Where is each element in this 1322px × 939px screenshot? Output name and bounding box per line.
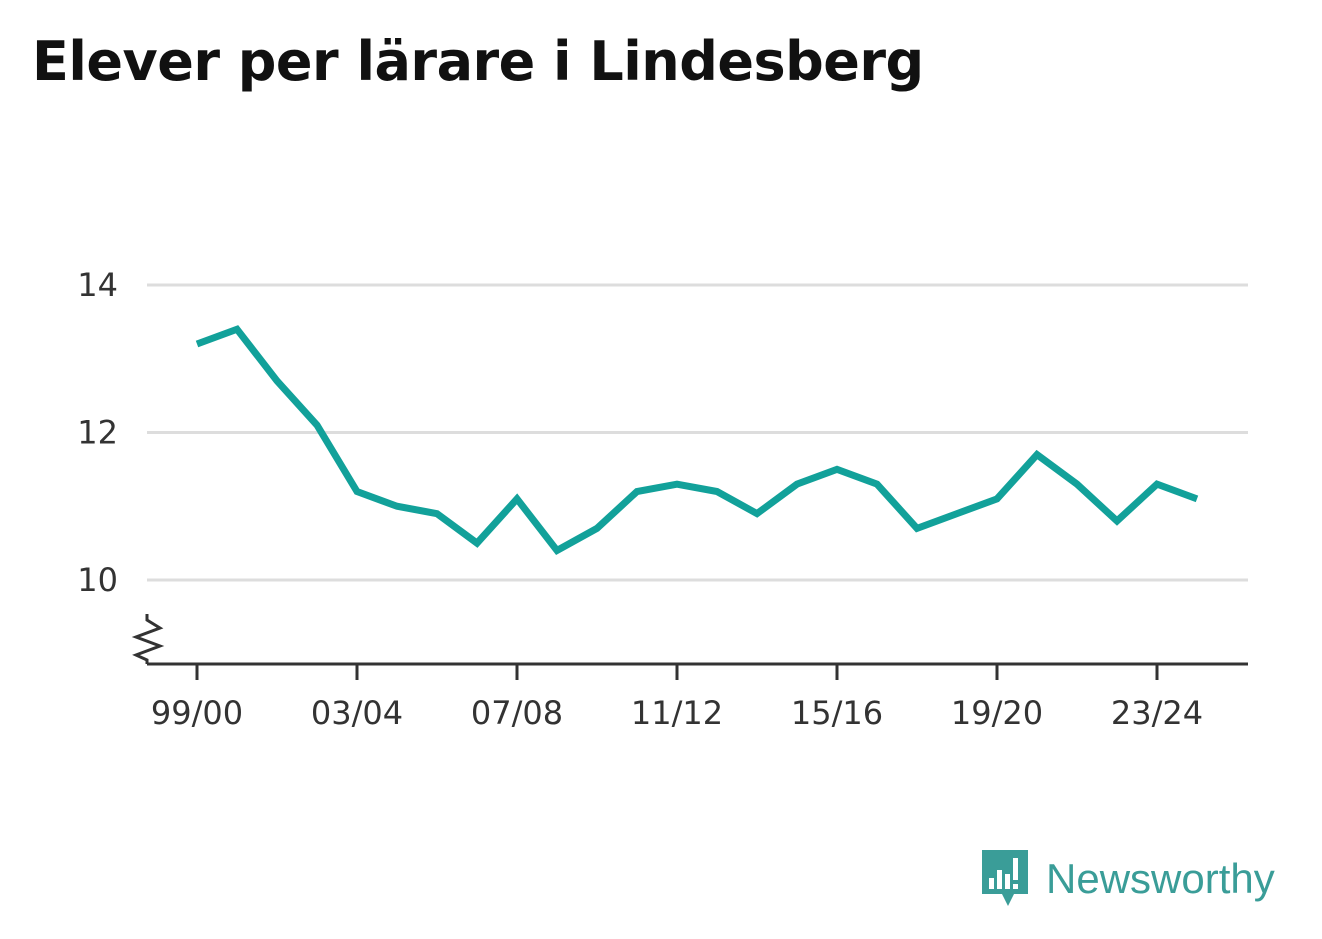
x-tick-label-07/08: 07/08 (471, 694, 563, 732)
x-tick-label-15/16: 15/16 (791, 694, 883, 732)
x-tick-label-19/20: 19/20 (951, 694, 1043, 732)
brand-name: Newsworthy (1046, 855, 1275, 902)
newsworthy-logo-icon (982, 850, 1028, 906)
series-line-0 (195, 325, 1199, 556)
y-axis-break-icon (131, 614, 165, 664)
x-tick-label-23/24: 23/24 (1111, 694, 1203, 732)
y-tick-label-12: 12 (77, 414, 118, 452)
y-axis-labels: 10 12 14 (77, 266, 118, 599)
newsworthy-brand: Newsworthy (980, 848, 1275, 910)
chart-title: Elever per lärare i Lindesberg (32, 30, 924, 93)
x-tick-label-03/04: 03/04 (311, 694, 403, 732)
series-group (195, 325, 1199, 556)
x-tick-label-99/00: 99/00 (151, 694, 243, 732)
y-tick-label-10: 10 (77, 561, 118, 599)
gridlines (147, 283, 1248, 582)
x-tick-label-11/12: 11/12 (631, 694, 723, 732)
y-tick-label-14: 14 (77, 266, 118, 304)
x-axis-ticks: 99/00 03/04 07/08 11/12 15/16 19/20 23/24 (151, 664, 1203, 732)
